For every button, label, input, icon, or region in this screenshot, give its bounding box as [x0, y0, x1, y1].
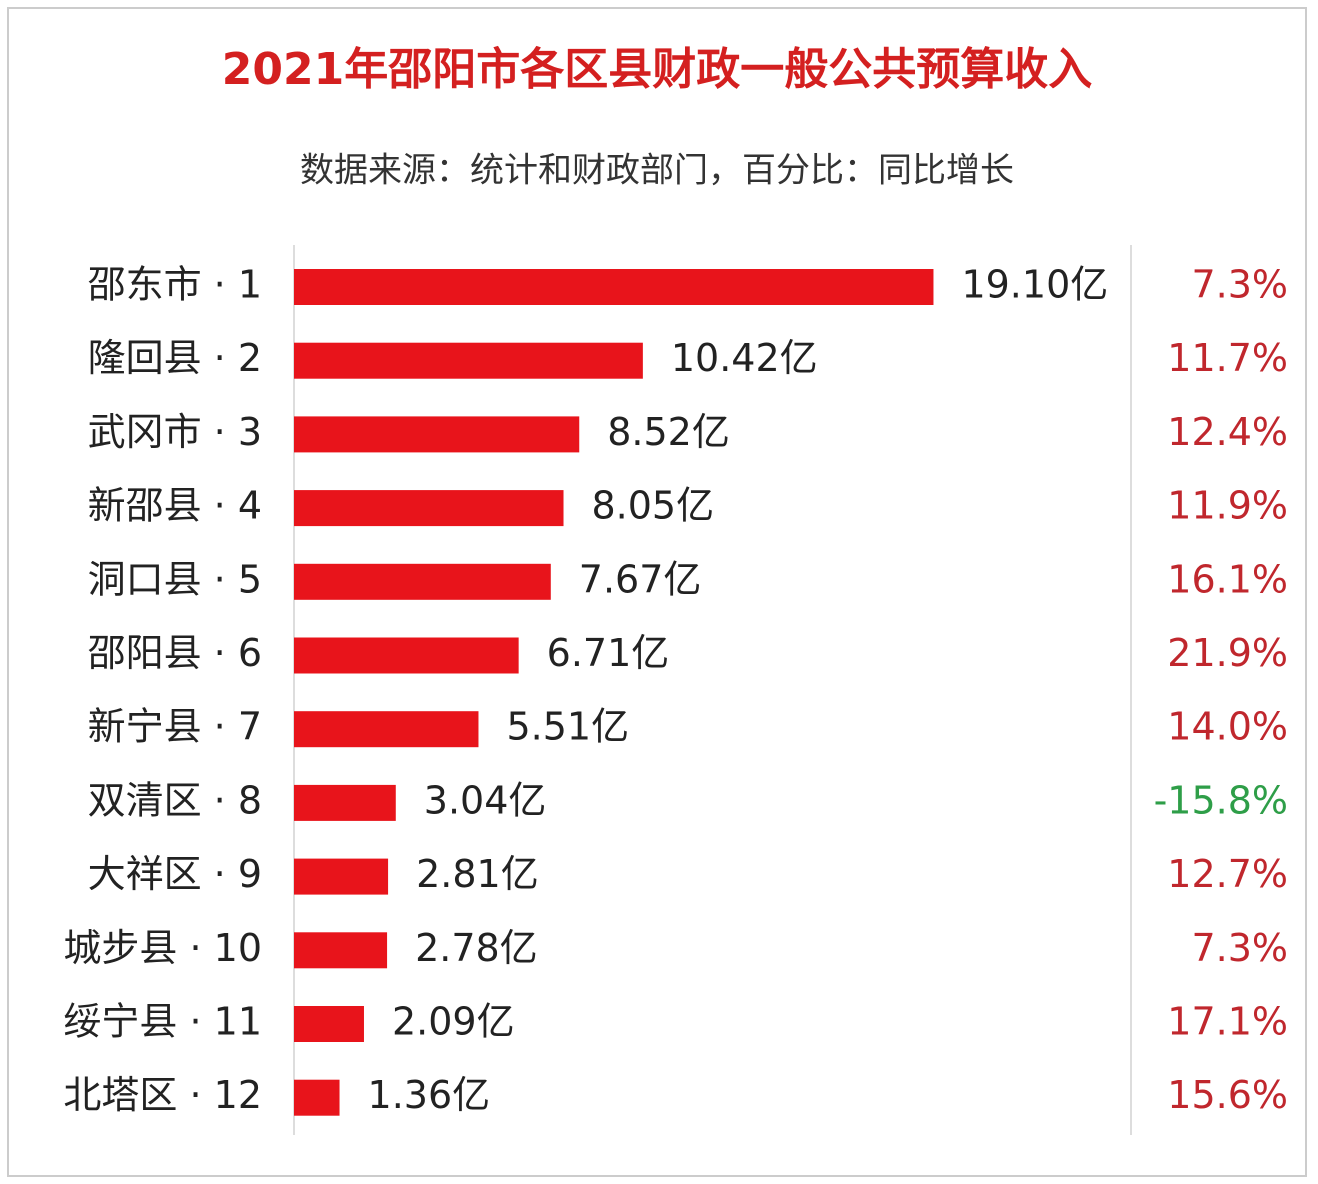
category-label: 隆回县 · 2 [88, 336, 262, 380]
growth-label: 12.4% [1167, 410, 1288, 454]
value-label: 6.71亿 [547, 631, 670, 675]
growth-label: -15.8% [1154, 778, 1288, 822]
bar [294, 637, 519, 674]
category-label: 新邵县 · 4 [88, 484, 262, 528]
growth-label: 11.7% [1167, 336, 1288, 380]
growth-label: 14.0% [1167, 705, 1288, 749]
growth-label: 17.1% [1167, 1000, 1288, 1044]
category-label: 洞口县 · 5 [88, 557, 262, 601]
frame [7, 7, 1307, 1177]
growth-label: 15.6% [1167, 1073, 1288, 1117]
bar [294, 342, 643, 379]
bar [294, 269, 934, 305]
growth-label: 12.7% [1167, 852, 1288, 896]
growth-label: 11.9% [1167, 484, 1288, 528]
value-label: 8.05亿 [592, 484, 715, 528]
bar [294, 858, 389, 895]
category-label: 武冈市 · 3 [88, 410, 262, 454]
growth-label: 16.1% [1167, 557, 1288, 601]
chart-title: 2021年邵阳市各区县财政一般公共预算收入 [222, 44, 1092, 95]
value-label: 2.09亿 [392, 1000, 515, 1044]
bar [294, 711, 479, 748]
bar [294, 1079, 340, 1116]
value-label: 7.67亿 [579, 557, 702, 601]
bar [294, 784, 396, 821]
value-label: 10.42亿 [671, 336, 818, 380]
value-label: 8.52亿 [607, 410, 730, 454]
value-label: 2.81亿 [416, 852, 539, 896]
growth-label: 21.9% [1167, 631, 1288, 675]
bar [294, 416, 580, 453]
growth-label: 7.3% [1191, 926, 1288, 970]
category-label: 城步县 · 10 [63, 926, 262, 970]
category-label: 邵东市 · 1 [88, 263, 262, 307]
chart-subtitle: 数据来源：统计和财政部门，百分比：同比增长 [300, 151, 1014, 191]
category-label: 邵阳县 · 6 [88, 631, 262, 675]
category-label: 大祥区 · 9 [88, 852, 262, 896]
category-label: 新宁县 · 7 [88, 705, 262, 749]
value-label: 3.04亿 [424, 778, 547, 822]
category-label: 北塔区 · 12 [63, 1073, 262, 1117]
value-label: 1.36亿 [368, 1073, 491, 1117]
bar [294, 932, 388, 969]
bar [294, 490, 564, 527]
category-label: 双清区 · 8 [88, 778, 262, 822]
value-label: 2.78亿 [415, 926, 538, 970]
growth-label: 7.3% [1191, 263, 1288, 307]
value-label: 19.10亿 [961, 263, 1108, 307]
bar [294, 563, 551, 600]
bar [294, 1006, 364, 1042]
value-label: 5.51亿 [506, 705, 629, 749]
category-label: 绥宁县 · 11 [63, 1000, 262, 1044]
